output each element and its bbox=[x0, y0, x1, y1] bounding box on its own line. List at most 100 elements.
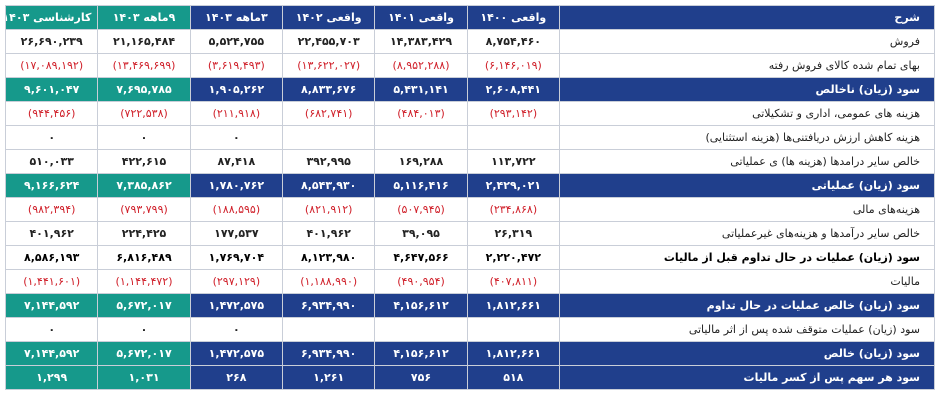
row-label: سود (زیان) عملیات متوقف شده پس از اثر ما… bbox=[559, 317, 935, 342]
cell-value bbox=[466, 317, 561, 342]
cell-value: ۴,۱۵۶,۶۱۲ bbox=[374, 341, 468, 366]
cell-value bbox=[374, 317, 468, 342]
cell-value: ۱,۸۱۲,۶۶۱ bbox=[466, 293, 561, 318]
cell-value: (۱۳,۴۶۹,۶۹۹) bbox=[97, 53, 191, 78]
row-label: سود (زیان) عملیاتی bbox=[559, 173, 935, 198]
table-body: فروش ۸,۷۵۴,۴۶۰ ۱۴,۳۸۳,۴۲۹ ۲۲,۴۵۵,۷۰۳ ۵,۵۲۴,۷… bbox=[4, 29, 935, 390]
cell-value bbox=[374, 125, 468, 150]
cell-value: ۵,۴۳۱,۱۴۱ bbox=[374, 77, 468, 102]
table-row: سود (زیان) ناخالص ۲,۶۰۸,۴۴۱ ۵,۴۳۱,۱۴۱ ۸,۸۳۳… bbox=[4, 77, 935, 102]
cell-value: ۲۱,۱۶۵,۴۸۴ bbox=[97, 29, 191, 54]
row-label: فروش bbox=[559, 29, 935, 54]
cell-value: ۴۰۱,۹۶۲ bbox=[282, 221, 376, 246]
cell-value: ۱,۸۱۲,۶۶۱ bbox=[466, 341, 561, 366]
table-row: هزینه های عمومی، اداری و تشکیلاتی (۲۹۳,۱۴… bbox=[4, 101, 935, 126]
table-row: هزینه کاهش ارزش دریافتنی‌ها (هزینه استثن… bbox=[4, 125, 935, 150]
cell-value: ۵,۵۲۴,۷۵۵ bbox=[189, 29, 284, 54]
cell-value: ۷۵۶ bbox=[374, 365, 468, 390]
cell-value: ۹,۶۰۱,۰۴۷ bbox=[4, 77, 99, 102]
cell-value bbox=[282, 125, 376, 150]
cell-value: (۸۲۱,۹۱۲) bbox=[282, 197, 376, 222]
cell-value: (۲۹۷,۱۲۹) bbox=[189, 269, 284, 294]
cell-value: ۲۶,۶۹۰,۲۳۹ bbox=[4, 29, 99, 54]
cell-value: (۲۱۱,۹۱۸) bbox=[189, 101, 284, 126]
cell-value: (۳,۶۱۹,۴۹۳) bbox=[189, 53, 284, 78]
cell-value: ۴۲۲,۶۱۵ bbox=[97, 149, 191, 174]
table-row: مالیات (۴۰۷,۸۱۱) (۴۹۰,۹۵۴) (۱,۱۸۸,۹۹۰) (۲۹۷,… bbox=[4, 269, 935, 294]
table-row: خالص سایر درامدها (هزینه ها) ی عملیاتی ۱۱… bbox=[4, 149, 935, 174]
cell-value: ۵,۱۱۶,۴۱۶ bbox=[374, 173, 468, 198]
cell-value: ۱,۲۶۱ bbox=[282, 365, 376, 390]
table-row: سود (زیان) عملیات در حال تداوم قبل از ما… bbox=[4, 245, 935, 270]
cell-value: ۱,۴۷۲,۵۷۵ bbox=[189, 341, 284, 366]
cell-value: (۱۷,۰۸۹,۱۹۲) bbox=[4, 53, 99, 78]
cell-value: ۱,۷۸۰,۷۶۲ bbox=[189, 173, 284, 198]
cell-value: ۶,۹۳۴,۹۹۰ bbox=[282, 341, 376, 366]
column-header: واقعی ۱۴۰۲ bbox=[282, 5, 376, 30]
cell-value: ۰ bbox=[189, 317, 284, 342]
cell-value: ۱۶۹,۲۸۸ bbox=[374, 149, 468, 174]
row-label: مالیات bbox=[559, 269, 935, 294]
row-label: سود (زیان) خالص bbox=[559, 341, 935, 366]
row-label: سود هر سهم پس از کسر مالیات bbox=[559, 365, 935, 390]
cell-value: (۵۰۷,۹۴۵) bbox=[374, 197, 468, 222]
cell-value: ۸,۵۸۶,۱۹۳ bbox=[4, 245, 99, 270]
table-row: سود (زیان) خالص عملیات در حال تداوم ۱,۸۱۲… bbox=[4, 293, 935, 318]
cell-value: ۲۶۸ bbox=[189, 365, 284, 390]
row-label: هزینه های عمومی، اداری و تشکیلاتی bbox=[559, 101, 935, 126]
cell-value: (۱۸۸,۵۹۵) bbox=[189, 197, 284, 222]
cell-value: ۵۱۸ bbox=[466, 365, 561, 390]
column-header: ۹ماهه ۱۴۰۳ bbox=[97, 5, 191, 30]
cell-value: ۳۹۲,۹۹۵ bbox=[282, 149, 376, 174]
cell-value: ۲,۲۲۰,۴۷۲ bbox=[466, 245, 561, 270]
cell-value: ۱,۷۶۹,۷۰۴ bbox=[189, 245, 284, 270]
table-row: سود هر سهم پس از کسر مالیات ۵۱۸ ۷۵۶ ۱,۲۶۱ ۲۶… bbox=[4, 365, 935, 390]
cell-value: ۰ bbox=[4, 317, 99, 342]
cell-value: (۴۸۴,۰۱۳) bbox=[374, 101, 468, 126]
table-row: فروش ۸,۷۵۴,۴۶۰ ۱۴,۳۸۳,۴۲۹ ۲۲,۴۵۵,۷۰۳ ۵,۵۲۴,۷… bbox=[4, 29, 935, 54]
cell-value: ۱۷۷,۵۳۷ bbox=[189, 221, 284, 246]
cell-value bbox=[282, 317, 376, 342]
column-header: شرح bbox=[559, 5, 935, 30]
cell-value: ۵,۶۷۲,۰۱۷ bbox=[97, 293, 191, 318]
cell-value: ۸,۷۵۴,۴۶۰ bbox=[466, 29, 561, 54]
row-label: هزینه کاهش ارزش دریافتنی‌ها (هزینه استثن… bbox=[559, 125, 935, 150]
table-row: خالص سایر درآمدها و هزینه‌های غیرعملیاتی… bbox=[4, 221, 935, 246]
cell-value: ۸,۵۴۳,۹۳۰ bbox=[282, 173, 376, 198]
column-header: واقعی ۱۴۰۱ bbox=[374, 5, 468, 30]
cell-value: ۲۲۴,۴۲۵ bbox=[97, 221, 191, 246]
cell-value: ۷,۱۴۴,۵۹۲ bbox=[4, 341, 99, 366]
cell-value: (۱,۱۴۴,۴۷۲) bbox=[97, 269, 191, 294]
cell-value: (۴۰۷,۸۱۱) bbox=[466, 269, 561, 294]
cell-value: ۱,۰۳۱ bbox=[97, 365, 191, 390]
cell-value bbox=[466, 125, 561, 150]
row-label: خالص سایر درامدها (هزینه ها) ی عملیاتی bbox=[559, 149, 935, 174]
cell-value: ۴,۶۴۷,۵۶۶ bbox=[374, 245, 468, 270]
cell-value: ۲,۶۰۸,۴۴۱ bbox=[466, 77, 561, 102]
cell-value: (۸,۹۵۲,۲۸۸) bbox=[374, 53, 468, 78]
table-row: بهای تمام شده کالای فروش رفته (۶,۱۴۶,۰۱۹)… bbox=[4, 53, 935, 78]
cell-value: (۴۹۰,۹۵۴) bbox=[374, 269, 468, 294]
row-label: سود (زیان) ناخالص bbox=[559, 77, 935, 102]
cell-value: ۶,۹۳۴,۹۹۰ bbox=[282, 293, 376, 318]
cell-value: ۸۷,۴۱۸ bbox=[189, 149, 284, 174]
cell-value: ۰ bbox=[4, 125, 99, 150]
cell-value: (۱,۴۴۱,۶۰۱) bbox=[4, 269, 99, 294]
cell-value: ۴,۱۵۶,۶۱۲ bbox=[374, 293, 468, 318]
table-wrap: شرح واقعی ۱۴۰۰ واقعی ۱۴۰۱ واقعی ۱۴۰۲ ۳ماهه ۱… bbox=[4, 5, 935, 390]
cell-value: ۱,۹۰۵,۲۶۲ bbox=[189, 77, 284, 102]
row-label: هزینه‌های مالی bbox=[559, 197, 935, 222]
table-row: سود (زیان) عملیات متوقف شده پس از اثر ما… bbox=[4, 317, 935, 342]
cell-value: ۶,۸۱۶,۴۸۹ bbox=[97, 245, 191, 270]
cell-value: ۵۱۰,۰۳۳ bbox=[4, 149, 99, 174]
cell-value: ۷,۱۴۴,۵۹۲ bbox=[4, 293, 99, 318]
cell-value: (۹۴۴,۴۵۶) bbox=[4, 101, 99, 126]
cell-value: ۹,۱۶۶,۶۲۴ bbox=[4, 173, 99, 198]
column-header: ۳ماهه ۱۴۰۳ bbox=[189, 5, 284, 30]
row-label: سود (زیان) خالص عملیات در حال تداوم bbox=[559, 293, 935, 318]
cell-value: (۱۳,۶۲۲,۰۲۷) bbox=[282, 53, 376, 78]
column-header: کارشناسی ۱۴۰۳ bbox=[4, 5, 99, 30]
table-row: سود (زیان) عملیاتی ۲,۴۲۹,۰۲۱ ۵,۱۱۶,۴۱۶ ۸,۵۴… bbox=[4, 173, 935, 198]
cell-value: ۰ bbox=[97, 317, 191, 342]
